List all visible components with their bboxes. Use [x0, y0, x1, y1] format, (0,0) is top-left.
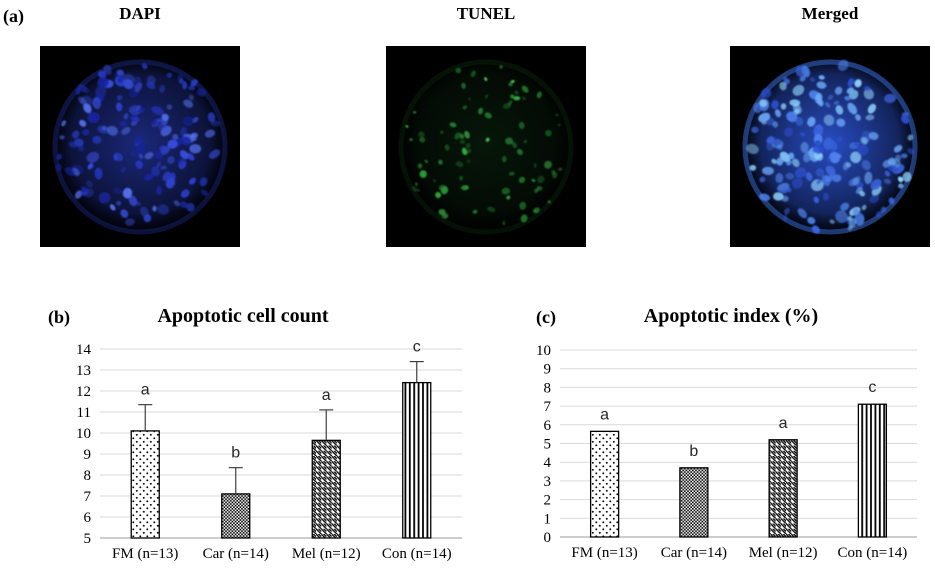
bar-fm: [589, 430, 620, 538]
y-tick-label: 10: [536, 343, 551, 359]
significance-letter: a: [322, 387, 331, 404]
significance-letter: b: [689, 443, 698, 460]
significance-letter: a: [141, 382, 150, 399]
bar-con: [402, 381, 432, 539]
significance-letter: b: [231, 445, 240, 462]
y-tick-label: 14: [76, 342, 92, 358]
dapi-micrograph-image: [40, 46, 240, 247]
y-tick-label: 8: [84, 468, 92, 484]
significance-letter: a: [779, 415, 788, 432]
y-tick-label: 1: [544, 511, 552, 527]
chart-c-title: Apoptotic index (%): [643, 305, 819, 327]
bar-car: [679, 467, 709, 538]
y-tick-label: 7: [84, 489, 92, 505]
dapi-title: DAPI: [119, 4, 161, 23]
tunel-title: TUNEL: [456, 4, 516, 23]
x-category-label: Car (n=14): [661, 545, 727, 561]
y-tick-label: 5: [544, 437, 552, 453]
bar-car: [221, 493, 251, 539]
x-category-label: Mel (n=12): [749, 545, 818, 561]
y-tick-label: 11: [77, 405, 91, 421]
y-tick-label: 6: [544, 418, 552, 434]
significance-letter: c: [868, 379, 876, 396]
y-tick-label: 9: [544, 362, 552, 378]
y-tick-label: 4: [544, 455, 552, 471]
y-tick-label: 8: [544, 380, 552, 396]
merged-micrograph-image: [730, 46, 930, 247]
tunel-micrograph-image: [386, 46, 586, 247]
bar-mel: [311, 439, 341, 539]
panel-a-label: (a): [3, 6, 24, 26]
panel-c-label: (c): [536, 307, 556, 327]
x-category-label: Con (n=14): [382, 546, 452, 562]
x-category-label: Mel (n=12): [292, 546, 361, 562]
bar-con: [857, 403, 888, 538]
y-tick-label: 2: [544, 493, 552, 509]
x-category-label: FM (n=13): [112, 546, 178, 562]
merged-title: Merged: [801, 4, 859, 23]
chart-b-title: Apoptotic cell count: [157, 305, 329, 327]
y-tick-label: 0: [544, 530, 552, 546]
significance-letter: a: [600, 406, 609, 423]
y-tick-label: 7: [544, 399, 552, 415]
apoptotic-cell-count-chart: 5 6 7 8 9 10 11 12 13 14 a FM (n=13) b Car (n=14) a Mel…: [76, 339, 462, 562]
panel-b-label: (b): [48, 307, 70, 327]
y-tick-label: 10: [76, 426, 91, 442]
y-tick-label: 3: [544, 474, 552, 490]
y-tick-label: 13: [76, 363, 91, 379]
x-category-label: Con (n=14): [838, 545, 908, 561]
significance-letter: c: [413, 339, 421, 356]
y-tick-label: 6: [84, 510, 92, 526]
bar-fm: [130, 430, 160, 539]
x-category-label: FM (n=13): [571, 545, 637, 561]
y-tick-label: 9: [84, 447, 92, 463]
bar-mel: [768, 439, 798, 538]
x-category-label: Car (n=14): [203, 546, 269, 562]
apoptotic-index-chart: 0 1 2 3 4 5 6 7 8 9 10 a FM (n=13) b Car (n=14) a Mel (n…: [536, 343, 917, 561]
y-tick-label: 12: [76, 384, 91, 400]
y-tick-label: 5: [84, 531, 92, 547]
